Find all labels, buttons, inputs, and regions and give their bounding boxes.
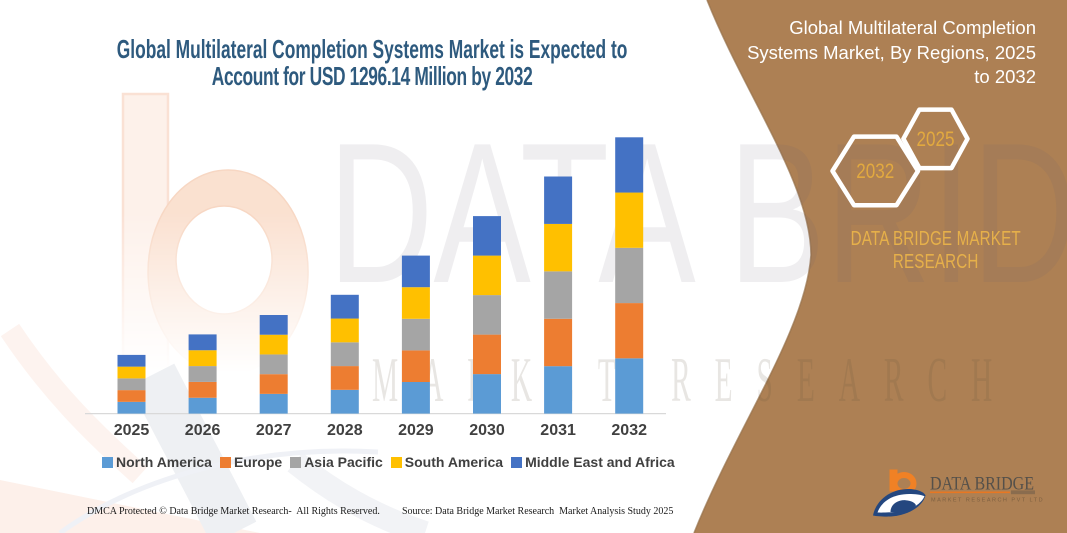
svg-text:DATA BRIDGE: DATA BRIDGE — [930, 474, 1034, 495]
svg-text:MARKET RESEARCH PVT LTD: MARKET RESEARCH PVT LTD — [931, 498, 1044, 504]
svg-text:2025: 2025 — [917, 128, 955, 151]
svg-text:2032: 2032 — [856, 160, 894, 183]
